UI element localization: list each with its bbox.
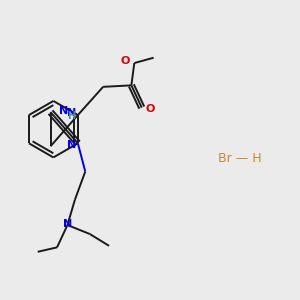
Text: H: H: [67, 111, 75, 121]
Text: O: O: [120, 56, 130, 66]
Text: N: N: [67, 140, 76, 150]
Text: N: N: [59, 106, 68, 116]
Text: Br — H: Br — H: [218, 152, 262, 165]
Text: O: O: [146, 104, 155, 114]
Text: N: N: [63, 219, 72, 229]
Text: N: N: [67, 108, 76, 118]
